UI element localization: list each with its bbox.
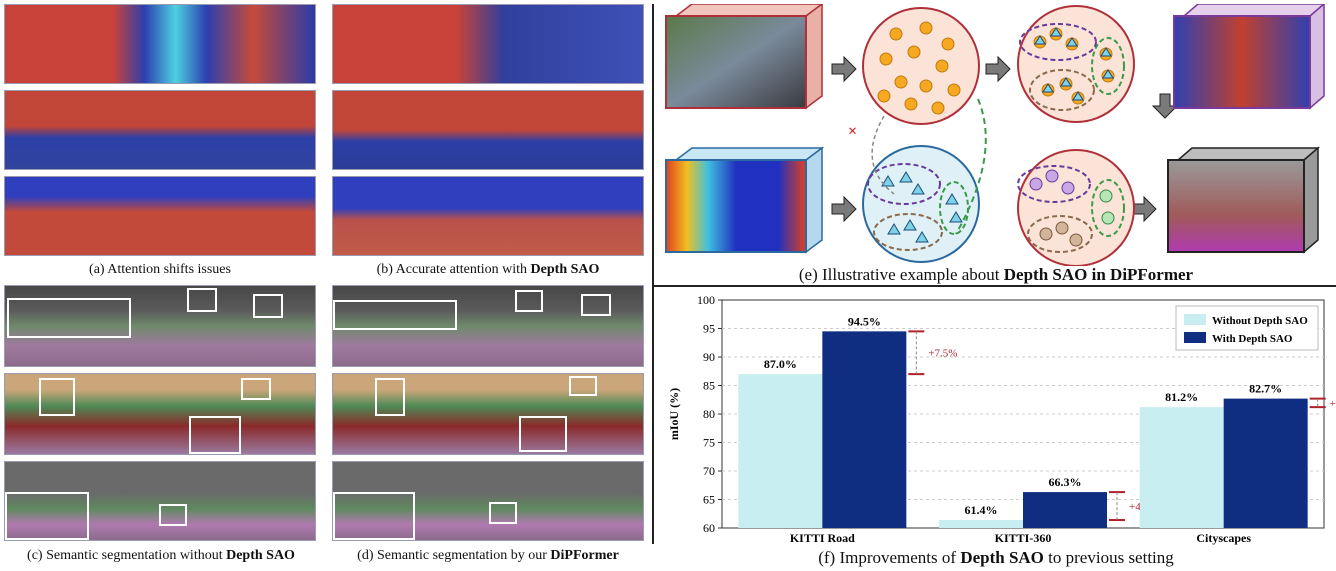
bar [939,520,1023,528]
bar [1139,407,1224,528]
attention-image-b3 [332,176,644,256]
segmentation-image-d3 [332,461,644,541]
caption-c: (c) Semantic segmentation without Depth … [27,548,295,563]
improvement-label: +1.5% [1330,398,1336,410]
segmentation-image-d1 [332,285,644,367]
legend-label: With Depth SAO [1212,333,1293,345]
segmentation-image-c1 [4,285,316,367]
segmentation-image-d2 [332,373,644,455]
attention-image-b1 [332,4,644,84]
highlight-box [515,290,543,312]
attention-image-b2 [332,90,644,170]
highlight-box [375,378,405,416]
bar-value-label: 94.5% [848,314,881,328]
y-tick-label: 85 [703,379,715,393]
improvement-bar-chart: 60 65 70 75 80 85 90 95 100 mIoU (%) 87.0% 94.5% KIT… [667,293,1336,545]
attention-image-a2 [4,90,316,170]
bar-value-label: 82.7% [1249,382,1282,396]
improvement-label: +7.5% [928,348,957,360]
legend-label: Without Depth SAO [1212,315,1308,327]
segmentation-output-cube [1167,146,1321,254]
highlight-box [569,376,597,396]
y-tick-label: 80 [703,407,715,421]
legend-swatch [1184,332,1206,343]
svg-text:×: × [848,123,857,140]
bar-value-label: 81.2% [1165,390,1198,404]
depth-sao-illustration: × [665,4,1326,266]
caption-a: (a) Attention shifts issues [89,262,231,277]
x-tick-label: KITTI Road [790,531,855,545]
highlight-box [489,502,517,524]
attention-image-a1 [4,4,316,84]
caption-b: (b) Accurate attention with Depth SAO [376,262,600,277]
highlight-box [5,492,89,540]
segmentation-image-c3 [4,461,316,541]
y-tick-label: 65 [703,493,715,507]
y-tick-label: 90 [703,350,715,364]
legend-swatch [1184,314,1206,325]
caption-f: (f) Improvements of Depth SAO to previou… [818,548,1174,567]
attention-image-a3 [4,176,316,256]
bar-value-label: 61.4% [965,503,998,517]
y-tick-label: 95 [703,322,715,336]
highlight-box [159,504,187,526]
highlight-box [333,492,415,540]
horizontal-divider [652,285,1336,287]
highlight-box [189,416,241,454]
caption-e: (e) Illustrative example about Depth SAO… [798,265,1194,284]
bar [822,331,907,528]
bar-value-label: 87.0% [764,357,797,371]
caption-d: (d) Semantic segmentation by our DiPForm… [357,548,619,563]
bar-value-label: 66.3% [1049,475,1082,489]
highlight-box [253,294,283,318]
bar [738,374,823,528]
highlight-box [581,294,611,316]
attention-output-cube [1173,4,1326,110]
highlight-box [519,416,567,452]
highlight-box [241,378,271,400]
highlight-box [333,300,457,330]
highlight-box [187,288,217,312]
x-tick-label: Cityscapes [1196,531,1251,545]
bar [1023,492,1107,528]
y-tick-label: 100 [697,293,715,307]
y-tick-label: 70 [703,464,715,478]
y-tick-label: 60 [703,521,715,535]
x-tick-label: KITTI-360 [995,531,1052,545]
highlight-box [7,298,131,338]
highlight-box [39,378,75,416]
rgb-image-cube [665,4,824,110]
bar [1223,398,1308,528]
y-tick-label: 75 [703,436,715,450]
segmentation-image-c2 [4,373,316,455]
depth-image-cube [665,146,825,254]
vertical-divider [652,4,654,544]
y-axis-label: mIoU (%) [667,388,681,440]
